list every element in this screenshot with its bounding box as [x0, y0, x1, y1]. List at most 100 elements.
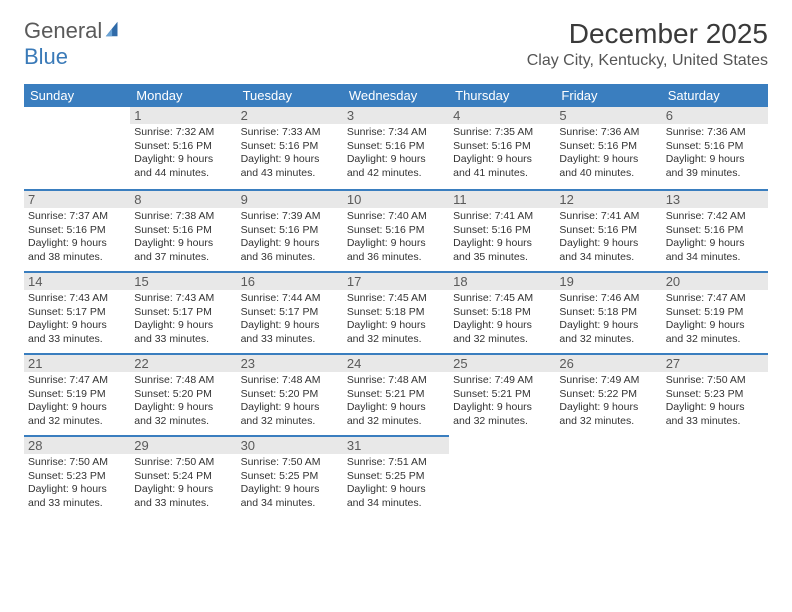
week-row: .1Sunrise: 7:32 AMSunset: 5:16 PMDayligh… [24, 107, 768, 189]
day-details: Sunrise: 7:48 AMSunset: 5:20 PMDaylight:… [241, 374, 339, 429]
day-number: 10 [343, 189, 449, 208]
day-details: Sunrise: 7:45 AMSunset: 5:18 PMDaylight:… [347, 292, 445, 347]
day-number: 12 [555, 189, 661, 208]
day-cell: . [555, 435, 661, 517]
weeks-container: . 1Sunrise: 7:32 AMSunset: 5:16 PMDayligh… [24, 107, 768, 517]
day-number: 7 [24, 189, 130, 208]
day-details: Sunrise: 7:48 AMSunset: 5:21 PMDaylight:… [347, 374, 445, 429]
day-cell: 9 Sunrise: 7:39 AMSunset: 5:16 PMDaylight… [237, 189, 343, 271]
day-cell: 28 Sunrise: 7:50 AMSunset: 5:23 PMDayligh… [24, 435, 130, 517]
day-number: 17 [343, 271, 449, 290]
day-number: 22 [130, 353, 236, 372]
day-number: 27 [662, 353, 768, 372]
week-row: 7 Sunrise: 7:37 AMSunset: 5:16 PMDaylight… [24, 189, 768, 271]
day-details: Sunrise: 7:39 AMSunset: 5:16 PMDaylight:… [241, 210, 339, 265]
day-details: Sunrise: 7:36 AMSunset: 5:16 PMDaylight:… [559, 126, 657, 181]
day-number: 24 [343, 353, 449, 372]
day-cell: 3 Sunrise: 7:34 AMSunset: 5:16 PMDaylight… [343, 107, 449, 189]
day-number: 23 [237, 353, 343, 372]
day-details: Sunrise: 7:50 AMSunset: 5:23 PMDaylight:… [28, 456, 126, 511]
day-details: Sunrise: 7:43 AMSunset: 5:17 PMDaylight:… [134, 292, 232, 347]
logo: GeneralBlue [24, 18, 123, 70]
day-number: 21 [24, 353, 130, 372]
day-cell: 22 Sunrise: 7:48 AMSunset: 5:20 PMDayligh… [130, 353, 236, 435]
day-number: 5 [555, 107, 661, 124]
day-number: 29 [130, 435, 236, 454]
day-details: Sunrise: 7:34 AMSunset: 5:16 PMDaylight:… [347, 126, 445, 181]
day-cell: 1Sunrise: 7:32 AMSunset: 5:16 PMDaylight… [130, 107, 236, 189]
week-row: 21Sunrise: 7:47 AMSunset: 5:19 PMDayligh… [24, 353, 768, 435]
day-cell: 21Sunrise: 7:47 AMSunset: 5:19 PMDayligh… [24, 353, 130, 435]
day-number: 26 [555, 353, 661, 372]
day-details: Sunrise: 7:44 AMSunset: 5:17 PMDaylight:… [241, 292, 339, 347]
week-row: 28 Sunrise: 7:50 AMSunset: 5:23 PMDayligh… [24, 435, 768, 517]
day-number: 9 [237, 189, 343, 208]
day-number: 11 [449, 189, 555, 208]
weekday-label: Tuesday [237, 84, 343, 107]
day-cell: 11 Sunrise: 7:41 AMSunset: 5:16 PMDayligh… [449, 189, 555, 271]
day-cell: 27Sunrise: 7:50 AMSunset: 5:23 PMDayligh… [662, 353, 768, 435]
day-cell: 14 Sunrise: 7:43 AMSunset: 5:17 PMDayligh… [24, 271, 130, 353]
day-details: Sunrise: 7:50 AMSunset: 5:24 PMDaylight:… [134, 456, 232, 511]
day-number: 14 [24, 271, 130, 290]
day-number: 16 [237, 271, 343, 290]
day-cell: 26Sunrise: 7:49 AMSunset: 5:22 PMDayligh… [555, 353, 661, 435]
day-cell: 7 Sunrise: 7:37 AMSunset: 5:16 PMDaylight… [24, 189, 130, 271]
day-details: Sunrise: 7:41 AMSunset: 5:16 PMDaylight:… [453, 210, 551, 265]
day-cell: 17 Sunrise: 7:45 AMSunset: 5:18 PMDayligh… [343, 271, 449, 353]
weekday-header: Sunday Monday Tuesday Wednesday Thursday… [24, 84, 768, 107]
day-cell: 12 Sunrise: 7:41 AMSunset: 5:16 PMDayligh… [555, 189, 661, 271]
weekday-label: Thursday [449, 84, 555, 107]
day-details: Sunrise: 7:35 AMSunset: 5:16 PMDaylight:… [453, 126, 551, 181]
day-number: 28 [24, 435, 130, 454]
day-cell: 29 Sunrise: 7:50 AMSunset: 5:24 PMDayligh… [130, 435, 236, 517]
day-number: 18 [449, 271, 555, 290]
day-cell: 2 Sunrise: 7:33 AMSunset: 5:16 PMDaylight… [237, 107, 343, 189]
day-cell: 31 Sunrise: 7:51 AMSunset: 5:25 PMDayligh… [343, 435, 449, 517]
day-number: 3 [343, 107, 449, 124]
day-details: Sunrise: 7:42 AMSunset: 5:16 PMDaylight:… [666, 210, 764, 265]
day-cell: 8 Sunrise: 7:38 AMSunset: 5:16 PMDaylight… [130, 189, 236, 271]
day-number: 15 [130, 271, 236, 290]
location-text: Clay City, Kentucky, United States [527, 52, 768, 70]
day-details: Sunrise: 7:33 AMSunset: 5:16 PMDaylight:… [241, 126, 339, 181]
day-details: Sunrise: 7:36 AMSunset: 5:16 PMDaylight:… [666, 126, 764, 181]
day-number: 8 [130, 189, 236, 208]
day-cell: 25Sunrise: 7:49 AMSunset: 5:21 PMDayligh… [449, 353, 555, 435]
weekday-label: Friday [555, 84, 661, 107]
day-cell: 13 Sunrise: 7:42 AMSunset: 5:16 PMDayligh… [662, 189, 768, 271]
day-cell: . [662, 435, 768, 517]
weekday-label: Monday [130, 84, 236, 107]
calendar: Sunday Monday Tuesday Wednesday Thursday… [0, 76, 792, 517]
day-cell: 5 Sunrise: 7:36 AMSunset: 5:16 PMDaylight… [555, 107, 661, 189]
weekday-label: Wednesday [343, 84, 449, 107]
day-details: Sunrise: 7:37 AMSunset: 5:16 PMDaylight:… [28, 210, 126, 265]
day-details: Sunrise: 7:51 AMSunset: 5:25 PMDaylight:… [347, 456, 445, 511]
day-cell: 10 Sunrise: 7:40 AMSunset: 5:16 PMDayligh… [343, 189, 449, 271]
day-details: Sunrise: 7:43 AMSunset: 5:17 PMDaylight:… [28, 292, 126, 347]
day-details: Sunrise: 7:50 AMSunset: 5:25 PMDaylight:… [241, 456, 339, 511]
day-cell: 16 Sunrise: 7:44 AMSunset: 5:17 PMDayligh… [237, 271, 343, 353]
day-details: Sunrise: 7:38 AMSunset: 5:16 PMDaylight:… [134, 210, 232, 265]
day-number: 13 [662, 189, 768, 208]
day-number: 31 [343, 435, 449, 454]
day-cell: 24 Sunrise: 7:48 AMSunset: 5:21 PMDayligh… [343, 353, 449, 435]
day-number: 6 [662, 107, 768, 124]
logo-word1: General [24, 18, 102, 43]
weekday-label: Saturday [662, 84, 768, 107]
day-number: 2 [237, 107, 343, 124]
day-number: 20 [662, 271, 768, 290]
day-details: Sunrise: 7:41 AMSunset: 5:16 PMDaylight:… [559, 210, 657, 265]
day-number: 30 [237, 435, 343, 454]
day-cell: 4 Sunrise: 7:35 AMSunset: 5:16 PMDaylight… [449, 107, 555, 189]
day-cell: 15 Sunrise: 7:43 AMSunset: 5:17 PMDayligh… [130, 271, 236, 353]
day-details: Sunrise: 7:48 AMSunset: 5:20 PMDaylight:… [134, 374, 232, 429]
day-number: 4 [449, 107, 555, 124]
day-details: Sunrise: 7:40 AMSunset: 5:16 PMDaylight:… [347, 210, 445, 265]
day-cell: . [449, 435, 555, 517]
week-row: 14Sunrise: 7:43 AMSunset: 5:17 PMDayligh… [24, 271, 768, 353]
day-cell: 30 Sunrise: 7:50 AMSunset: 5:25 PMDayligh… [237, 435, 343, 517]
day-number: 19 [555, 271, 661, 290]
day-number: 25 [449, 353, 555, 372]
title-block: December 2025 Clay City, Kentucky, Unite… [527, 18, 768, 70]
